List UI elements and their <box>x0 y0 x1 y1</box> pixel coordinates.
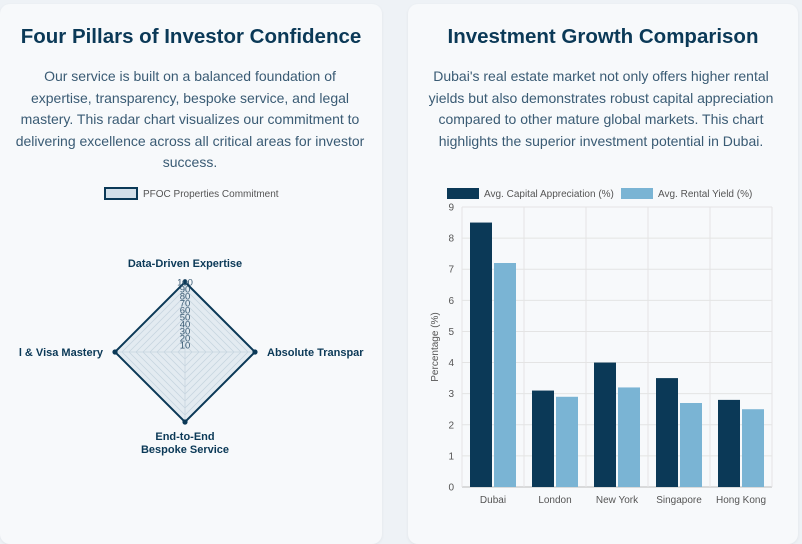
radar-axis-label: l & Visa Mastery <box>19 347 104 359</box>
radar-axis-label: Data-Driven Expertise <box>128 258 242 270</box>
radar-tick-label: 100 <box>177 278 193 289</box>
legend-label: Avg. Capital Appreciation (%) <box>484 189 614 200</box>
radar-tick-label: 30 <box>180 327 191 338</box>
x-tick-label: Dubai <box>480 495 506 506</box>
radar-tick-label: 80 <box>180 292 191 303</box>
radar-axis-label: End-to-End <box>155 431 214 443</box>
y-tick-label: 7 <box>448 265 454 276</box>
y-tick-label: 1 <box>448 451 454 462</box>
bar[interactable] <box>618 387 640 487</box>
x-tick-label: Hong Kong <box>716 495 766 506</box>
bar[interactable] <box>470 222 492 488</box>
radar-card: Four Pillars of Investor Confidence Our … <box>0 4 382 544</box>
radar-point[interactable] <box>182 419 188 425</box>
radar-tick-label: 60 <box>180 306 191 317</box>
legend-swatch[interactable] <box>104 187 138 200</box>
growth-card-title: Investment Growth Comparison <box>447 25 759 48</box>
bar[interactable] <box>594 362 616 487</box>
y-tick-label: 3 <box>448 389 454 400</box>
radar-tick-label: 20 <box>180 334 191 345</box>
x-tick-label: London <box>538 495 571 506</box>
bar[interactable] <box>556 396 578 487</box>
growth-card-description: Dubai's real estate market not only offe… <box>428 68 774 149</box>
y-tick-label: 2 <box>448 420 454 431</box>
y-tick-label: 0 <box>448 483 454 494</box>
bar[interactable] <box>494 263 516 487</box>
radar-tick-label: 70 <box>180 299 191 310</box>
radar-tick-label: 50 <box>180 313 191 324</box>
radar-card-description: Our service is built on a balanced found… <box>15 68 365 170</box>
bar[interactable] <box>532 390 554 487</box>
bar[interactable] <box>680 403 702 487</box>
bar-chart: Avg. Capital Appreciation (%) Avg. Rental… <box>430 188 773 506</box>
radar-tick-label: 10 <box>180 341 191 352</box>
bar[interactable] <box>656 378 678 487</box>
x-tick-label: Singapore <box>656 495 702 506</box>
legend-swatch[interactable] <box>447 188 479 199</box>
y-tick-label: 6 <box>448 296 454 307</box>
legend-swatch[interactable] <box>621 188 653 199</box>
legend-label: Avg. Rental Yield (%) <box>658 189 752 200</box>
radar-point[interactable] <box>112 349 118 355</box>
radar-tick-label: 90 <box>180 285 191 296</box>
radar-point[interactable] <box>182 279 188 285</box>
y-axis-title: Percentage (%) <box>430 312 441 381</box>
legend-label: PFOC Properties Commitment <box>143 189 279 200</box>
radar-axis-label: Absolute Transpar <box>267 347 364 359</box>
x-tick-label: New York <box>596 495 639 506</box>
radar-tick-label: 40 <box>180 320 191 331</box>
radar-chart: PFOC Properties Commitment 10203040506070… <box>19 187 364 456</box>
y-tick-label: 9 <box>448 203 454 214</box>
radar-card-title: Four Pillars of Investor Confidence <box>20 25 362 48</box>
bar[interactable] <box>718 399 740 487</box>
y-tick-label: 4 <box>448 358 454 369</box>
y-tick-label: 5 <box>448 327 454 338</box>
radar-axis-label: Bespoke Service <box>141 444 229 456</box>
radar-point[interactable] <box>252 349 258 355</box>
bar[interactable] <box>742 409 764 487</box>
y-tick-label: 8 <box>448 234 454 245</box>
